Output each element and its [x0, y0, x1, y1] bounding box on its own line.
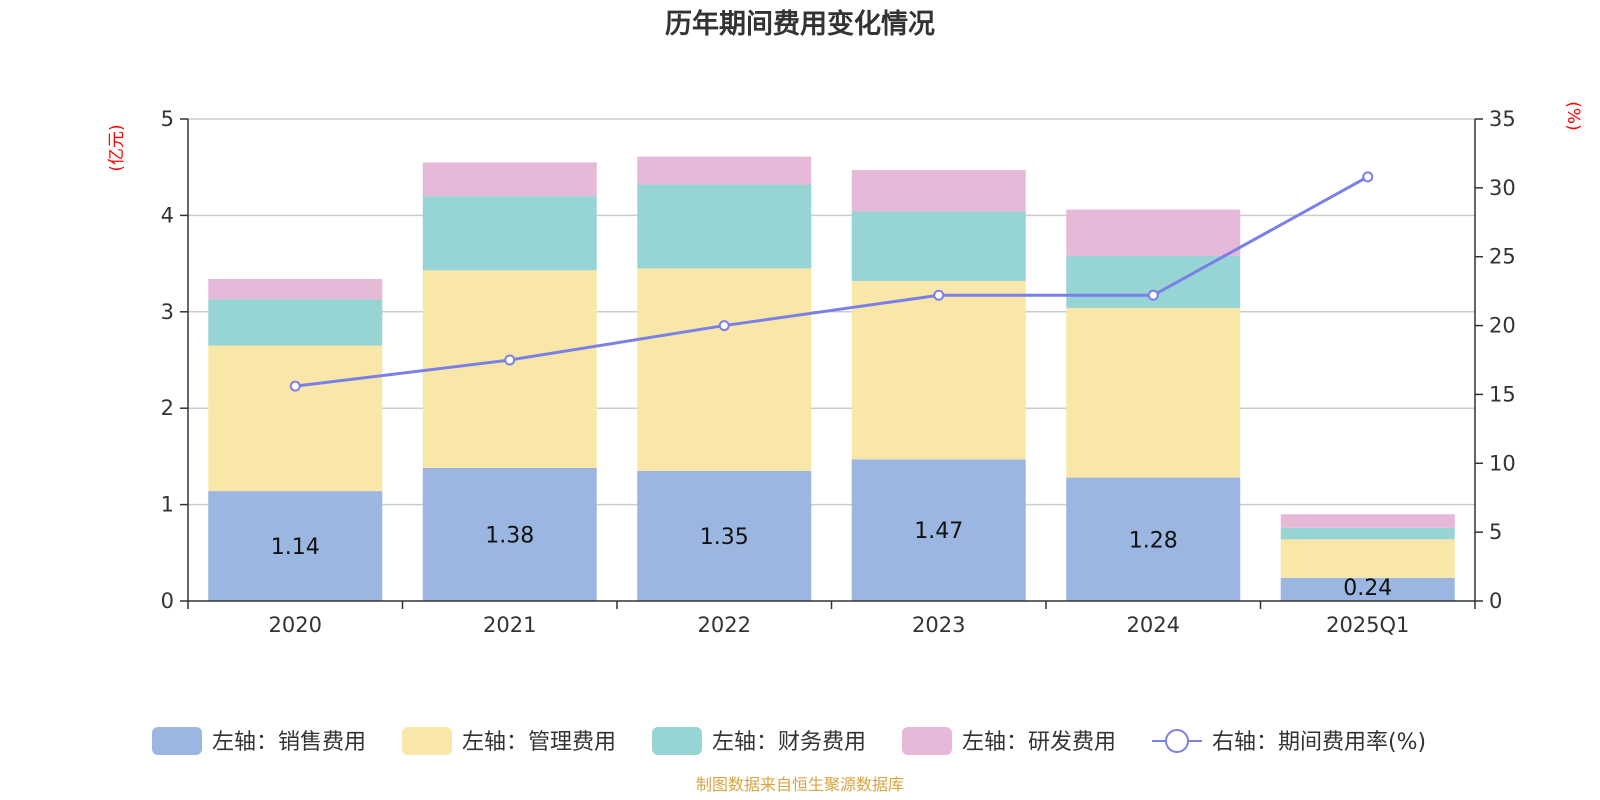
- bar-segment-2-2023: [851, 280, 1026, 460]
- rate-point-2024: [1147, 289, 1159, 301]
- left-axis-tick-label: 2: [161, 396, 174, 420]
- bar-data-label: 0.24: [1343, 576, 1392, 601]
- right-axis-tick-label: 10: [1489, 451, 1516, 475]
- legend-label: 左轴：管理费用: [462, 730, 616, 755]
- legend[interactable]: 左轴：销售费用 左轴：管理费用 左轴：财务费用 左轴：研发费用 右轴：期间费用率(%): [152, 727, 1426, 755]
- right-axis-tick-label: 20: [1489, 314, 1516, 338]
- bar-segment-4-2023: [851, 170, 1026, 212]
- rate-line-series: [289, 171, 1374, 392]
- bar-segment-2-2022: [637, 268, 812, 471]
- bar-segment-2-2021: [422, 270, 597, 468]
- legend-item-2[interactable]: 左轴：管理费用: [402, 727, 616, 755]
- legend-marker: [1165, 729, 1189, 753]
- legend-swatch: [402, 727, 452, 755]
- chart-title: 历年期间费用变化情况: [665, 8, 935, 40]
- left-axis-tick-label: 4: [161, 203, 174, 227]
- bar-segment-4-2021: [422, 162, 597, 197]
- legend-label: 左轴：研发费用: [962, 730, 1116, 755]
- rate-point-2021: [504, 354, 516, 366]
- left-axis-tick-label: 0: [161, 589, 174, 613]
- legend-swatch: [152, 727, 202, 755]
- bar-segment-4-2022: [637, 156, 812, 185]
- bar-segment-4-2020: [208, 279, 383, 300]
- right-axis-tick-label: 30: [1489, 176, 1516, 200]
- data-labels: 1.14 1.38 1.35 1.47 1.28 0.24: [271, 519, 1392, 601]
- legend-item-1[interactable]: 左轴：销售费用: [152, 727, 366, 755]
- bar-segment-2-2020: [208, 345, 383, 492]
- bar-data-label: 1.47: [914, 519, 963, 544]
- right-axis-unit: (%): [1563, 101, 1583, 130]
- legend-item-5[interactable]: 右轴：期间费用率(%): [1152, 729, 1426, 755]
- right-axis-tick-label: 15: [1489, 382, 1516, 406]
- axes: 0 1 2 3 4 5 0 5 10 15 20 25 30 35 2020 2021 2022 2023 2024…: [161, 107, 1516, 637]
- bar-series: [208, 156, 1455, 601]
- bar-data-label: 1.28: [1129, 528, 1178, 553]
- legend-label: 左轴：财务费用: [712, 730, 866, 755]
- x-axis-tick-label: 2023: [912, 613, 965, 637]
- rate-point-2022: [718, 320, 730, 332]
- rate-point-2025Q1: [1362, 171, 1374, 183]
- x-axis-tick-label: 2021: [483, 613, 536, 637]
- bar-segment-4-2025Q1: [1280, 514, 1455, 528]
- bar-segment-4-2024: [1066, 209, 1241, 256]
- bar-segment-2-2025Q1: [1280, 539, 1455, 578]
- bar-data-label: 1.38: [485, 523, 534, 548]
- right-axis-tick-label: 5: [1489, 520, 1502, 544]
- left-axis-tick-label: 3: [161, 300, 174, 324]
- bar-data-label: 1.14: [271, 535, 320, 560]
- bar-segment-3-2020: [208, 299, 383, 346]
- rate-point-2020: [289, 380, 301, 392]
- right-axis-tick-label: 0: [1489, 589, 1502, 613]
- left-axis-tick-label: 1: [161, 493, 174, 517]
- bar-segment-3-2022: [637, 184, 812, 269]
- left-axis-unit: (亿元): [107, 124, 127, 171]
- bar-segment-1-2024: [1066, 477, 1241, 601]
- bar-data-label: 1.35: [700, 525, 749, 550]
- legend-label: 左轴：销售费用: [212, 730, 366, 755]
- bar-segment-1-2020: [208, 491, 383, 601]
- rate-line: [295, 175, 1369, 388]
- legend-item-4[interactable]: 左轴：研发费用: [902, 727, 1116, 755]
- bar-segment-1-2025Q1: [1280, 577, 1455, 601]
- legend-swatch: [902, 727, 952, 755]
- x-axis-tick-label: 2020: [269, 613, 322, 637]
- right-axis-tick-label: 25: [1489, 245, 1516, 269]
- bar-segment-1-2023: [851, 459, 1026, 601]
- legend-item-3[interactable]: 左轴：财务费用: [652, 727, 866, 755]
- bar-segment-3-2025Q1: [1280, 527, 1455, 540]
- bar-segment-3-2021: [422, 196, 597, 271]
- bar-segment-2-2024: [1066, 307, 1241, 478]
- bar-segment-1-2021: [422, 467, 597, 601]
- bar-segment-3-2023: [851, 211, 1026, 281]
- rate-point-2023: [933, 289, 945, 301]
- right-axis-tick-label: 35: [1489, 107, 1516, 131]
- x-axis-tick-label: 2025Q1: [1326, 613, 1409, 637]
- legend-label: 右轴：期间费用率(%): [1212, 730, 1426, 755]
- bar-segment-1-2022: [637, 470, 812, 601]
- source-note: 制图数据来自恒生聚源数据库: [696, 775, 904, 794]
- x-axis-tick-label: 2024: [1127, 613, 1180, 637]
- x-axis-tick-label: 2022: [698, 613, 751, 637]
- legend-swatch: [652, 727, 702, 755]
- left-axis-tick-label: 5: [161, 107, 174, 131]
